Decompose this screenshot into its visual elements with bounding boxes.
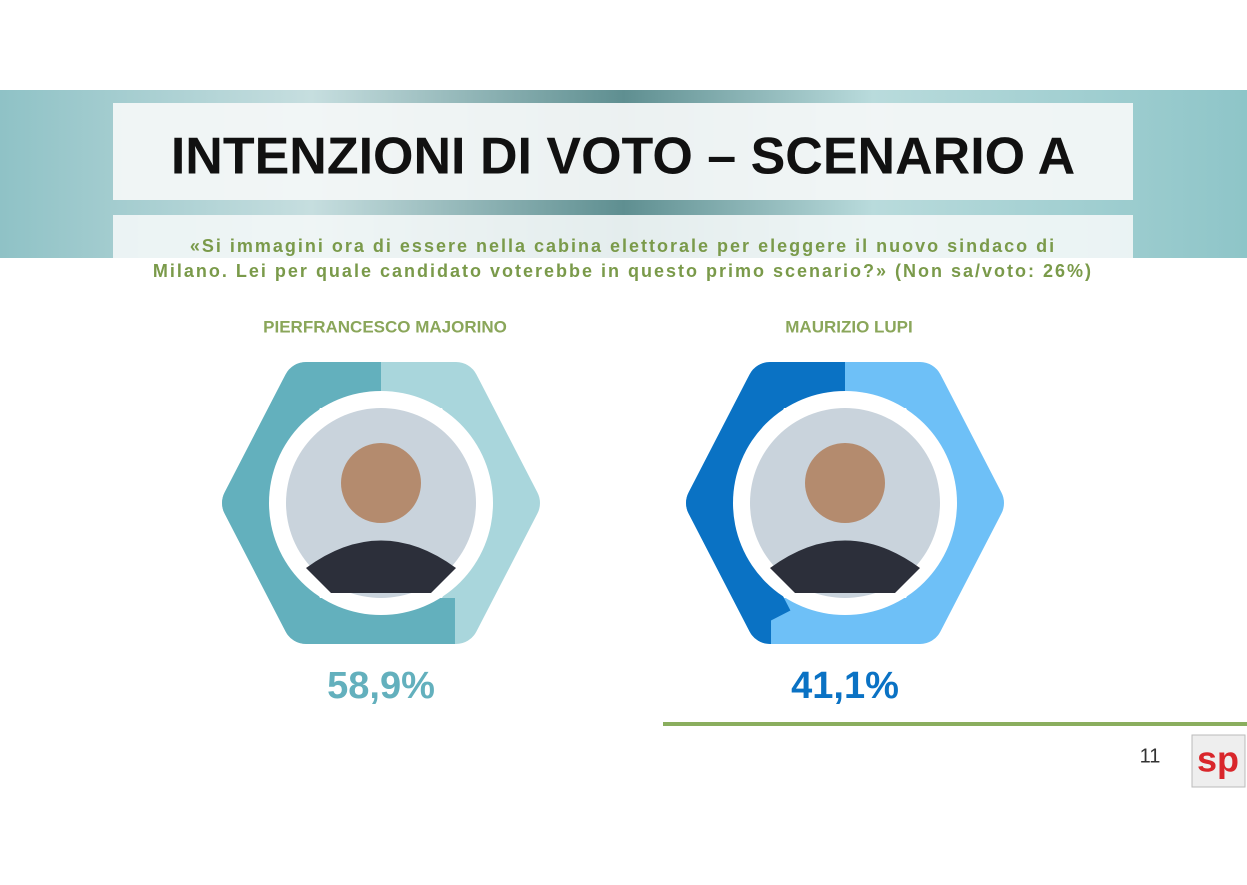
- logo-box: [1191, 734, 1246, 788]
- value-label: 41,1%: [791, 665, 899, 707]
- ring-value: [222, 362, 540, 644]
- value-label: 58,9%: [327, 665, 435, 707]
- candidate-name: MAURIZIO LUPI: [785, 317, 913, 336]
- logo: sp: [1197, 739, 1239, 780]
- title: INTENZIONI DI VOTO – SCENARIO A: [171, 128, 1075, 186]
- photo-head: [805, 443, 885, 523]
- question-line: «Si immagini ora di essere nella cabina …: [190, 236, 1056, 256]
- photo-head: [341, 443, 421, 523]
- page-number: 11: [1140, 745, 1161, 767]
- question-box: [113, 215, 1133, 258]
- title-box: [113, 103, 1133, 200]
- photo-body: [306, 540, 456, 593]
- ring-value: [686, 362, 1004, 644]
- photo-body: [770, 540, 920, 593]
- candidate-name: PIERFRANCESCO MAJORINO: [263, 317, 507, 336]
- question-line: Milano. Lei per quale candidato voterebb…: [153, 261, 1093, 281]
